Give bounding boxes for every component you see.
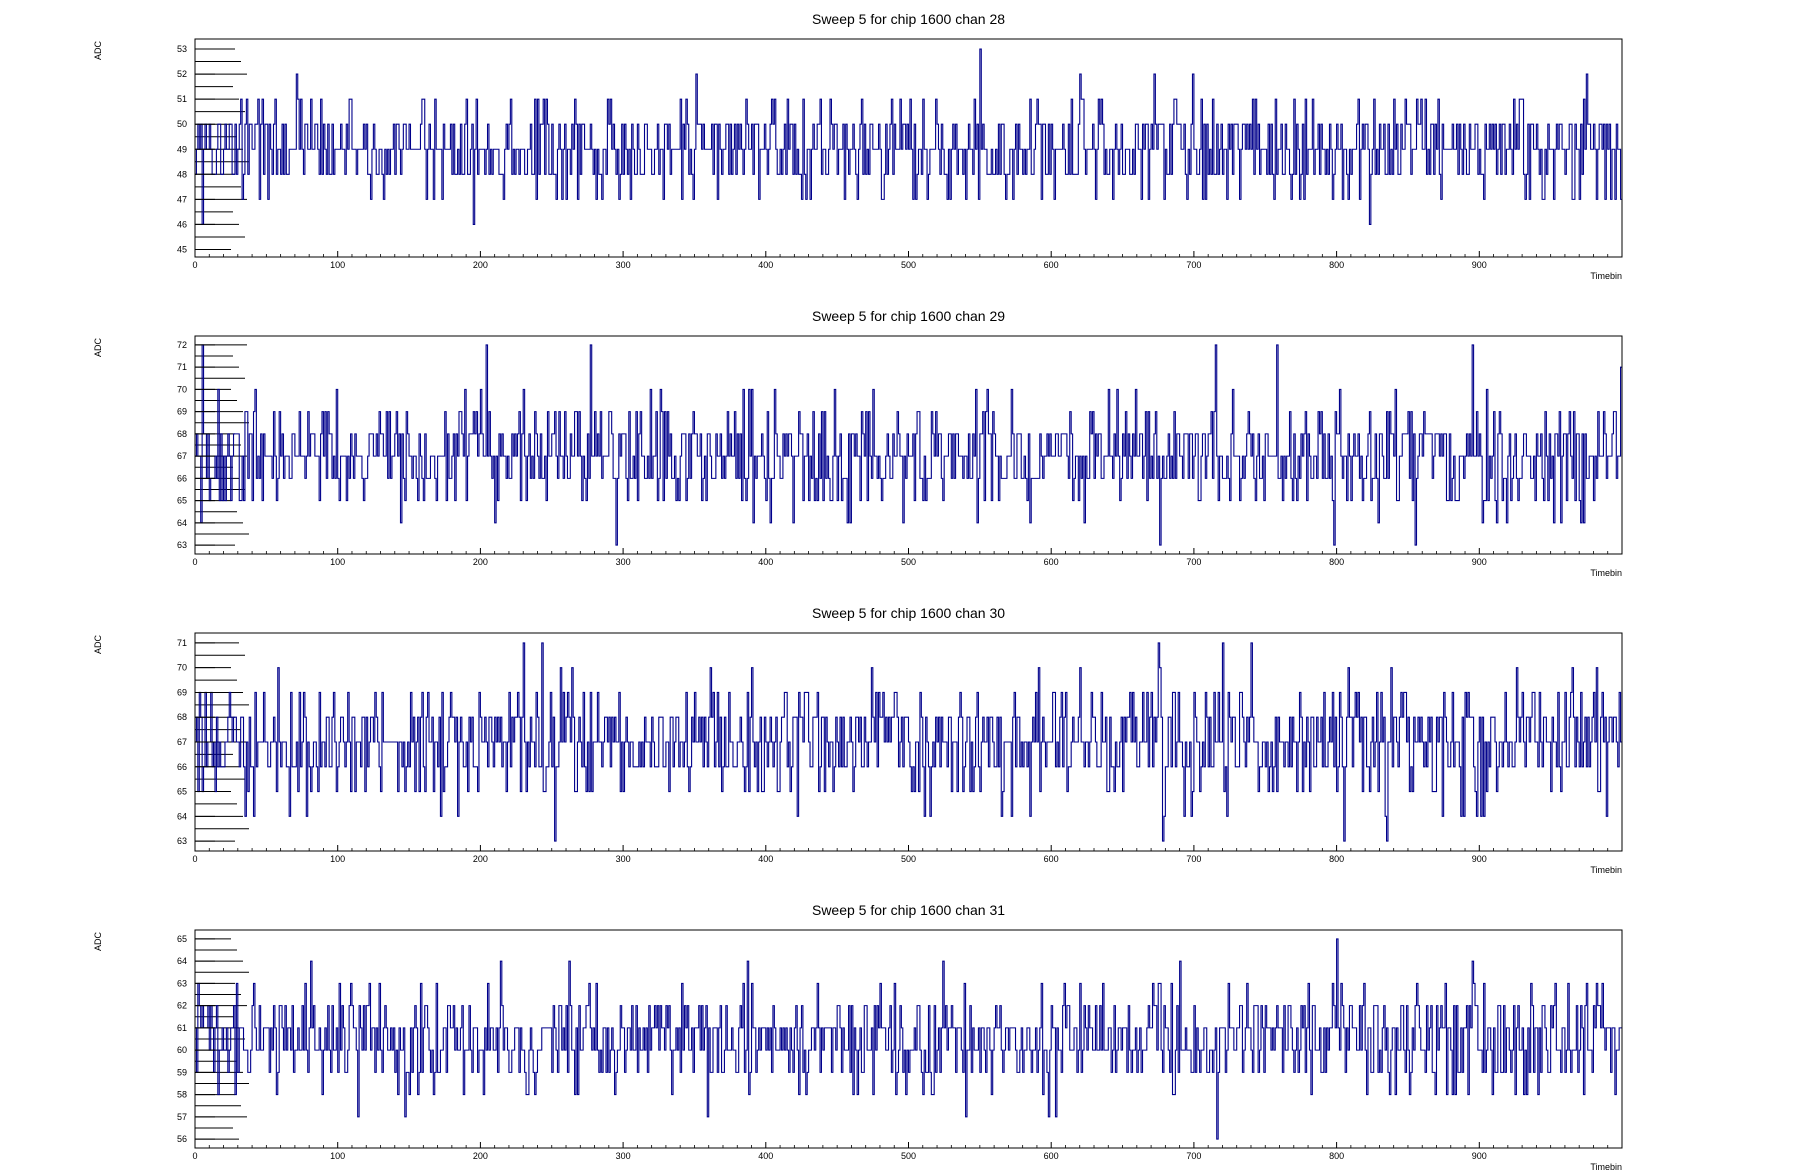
- x-axis-label: Timebin: [1590, 865, 1622, 875]
- y-tick-label: 65: [177, 496, 187, 506]
- y-tick-label: 68: [177, 712, 187, 722]
- x-tick-label: 100: [330, 557, 345, 567]
- y-tick-label: 68: [177, 429, 187, 439]
- x-tick-label: 400: [758, 260, 773, 270]
- x-tick-label: 100: [330, 260, 345, 270]
- x-tick-label: 900: [1472, 854, 1487, 864]
- x-tick-label: 300: [616, 1151, 631, 1161]
- y-tick-label: 60: [177, 1045, 187, 1055]
- x-tick-label: 100: [330, 1151, 345, 1161]
- x-tick-label: 200: [473, 854, 488, 864]
- y-tick-label: 69: [177, 687, 187, 697]
- y-tick-label: 64: [177, 811, 187, 821]
- x-tick-label: 800: [1329, 1151, 1344, 1161]
- x-tick-label: 600: [1044, 260, 1059, 270]
- x-tick-label: 700: [1186, 557, 1201, 567]
- x-axis-label: Timebin: [1590, 1162, 1622, 1172]
- y-tick-label: 46: [177, 219, 187, 229]
- x-tick-label: 0: [192, 854, 197, 864]
- x-tick-label: 300: [616, 260, 631, 270]
- x-axis-label: Timebin: [1590, 271, 1622, 281]
- y-axis-label: ADC: [93, 932, 103, 952]
- y-axis-label: ADC: [93, 41, 103, 61]
- data-series-trace: [195, 344, 1622, 546]
- y-tick-label: 57: [177, 1112, 187, 1122]
- x-axis-label: Timebin: [1590, 568, 1622, 578]
- y-tick-label: 66: [177, 762, 187, 772]
- x-tick-label: 800: [1329, 260, 1344, 270]
- y-tick-label: 58: [177, 1090, 187, 1100]
- x-tick-label: 200: [473, 557, 488, 567]
- x-tick-label: 0: [192, 557, 197, 567]
- y-tick-label: 66: [177, 473, 187, 483]
- y-tick-label: 71: [177, 638, 187, 648]
- y-tick-label: 69: [177, 407, 187, 417]
- y-tick-label: 64: [177, 956, 187, 966]
- x-tick-label: 200: [473, 1151, 488, 1161]
- y-axis-label: ADC: [93, 635, 103, 655]
- x-tick-label: 300: [616, 557, 631, 567]
- y-tick-label: 62: [177, 1001, 187, 1011]
- y-tick-label: 49: [177, 144, 187, 154]
- y-tick-label: 48: [177, 169, 187, 179]
- y-tick-label: 67: [177, 451, 187, 461]
- data-series-trace: [195, 48, 1622, 225]
- x-tick-label: 700: [1186, 1151, 1201, 1161]
- x-tick-label: 100: [330, 854, 345, 864]
- x-tick-label: 0: [192, 260, 197, 270]
- chart-panel-1: Sweep 5 for chip 1600 chan 28 ADC Timebin 0…: [93, 11, 1623, 281]
- y-tick-label: 50: [177, 119, 187, 129]
- chart-panel-3: Sweep 5 for chip 1600 chan 30 ADC Timebin 0…: [93, 605, 1623, 875]
- x-tick-label: 600: [1044, 557, 1059, 567]
- x-tick-label: 900: [1472, 557, 1487, 567]
- x-tick-label: 500: [901, 260, 916, 270]
- y-tick-label: 65: [177, 934, 187, 944]
- y-tick-label: 59: [177, 1067, 187, 1077]
- x-tick-label: 900: [1472, 260, 1487, 270]
- x-tick-label: 500: [901, 557, 916, 567]
- y-axis-label: ADC: [93, 338, 103, 358]
- x-tick-label: 700: [1186, 260, 1201, 270]
- y-tick-label: 71: [177, 362, 187, 372]
- y-tick-label: 65: [177, 787, 187, 797]
- chart-title: Sweep 5 for chip 1600 chan 29: [812, 308, 1005, 324]
- chart-title: Sweep 5 for chip 1600 chan 31: [812, 902, 1005, 918]
- y-tick-label: 61: [177, 1023, 187, 1033]
- y-tick-label: 63: [177, 540, 187, 550]
- y-tick-label: 63: [177, 836, 187, 846]
- x-tick-label: 800: [1329, 854, 1344, 864]
- y-tick-label: 67: [177, 737, 187, 747]
- data-series-trace: [195, 642, 1622, 842]
- chart-title: Sweep 5 for chip 1600 chan 30: [812, 605, 1005, 621]
- y-tick-label: 64: [177, 518, 187, 528]
- y-tick-label: 47: [177, 194, 187, 204]
- x-tick-label: 500: [901, 1151, 916, 1161]
- x-tick-label: 200: [473, 260, 488, 270]
- chart-panel-2: Sweep 5 for chip 1600 chan 29 ADC Timebin 0…: [93, 308, 1623, 578]
- x-tick-label: 700: [1186, 854, 1201, 864]
- x-tick-label: 900: [1472, 1151, 1487, 1161]
- x-tick-label: 400: [758, 1151, 773, 1161]
- data-series-trace: [195, 938, 1622, 1140]
- x-tick-label: 600: [1044, 854, 1059, 864]
- chart-title: Sweep 5 for chip 1600 chan 28: [812, 11, 1005, 27]
- x-tick-label: 400: [758, 557, 773, 567]
- y-tick-label: 45: [177, 244, 187, 254]
- y-tick-label: 63: [177, 978, 187, 988]
- x-tick-label: 400: [758, 854, 773, 864]
- y-tick-label: 72: [177, 340, 187, 350]
- y-tick-label: 51: [177, 94, 187, 104]
- x-tick-label: 600: [1044, 1151, 1059, 1161]
- y-tick-label: 56: [177, 1134, 187, 1144]
- y-tick-label: 70: [177, 663, 187, 673]
- x-tick-label: 500: [901, 854, 916, 864]
- chart-panel-4: Sweep 5 for chip 1600 chan 31 ADC Timebin 0…: [93, 902, 1623, 1172]
- x-tick-label: 800: [1329, 557, 1344, 567]
- y-tick-label: 53: [177, 44, 187, 54]
- x-tick-label: 0: [192, 1151, 197, 1161]
- y-tick-label: 52: [177, 69, 187, 79]
- x-tick-label: 300: [616, 854, 631, 864]
- y-tick-label: 70: [177, 384, 187, 394]
